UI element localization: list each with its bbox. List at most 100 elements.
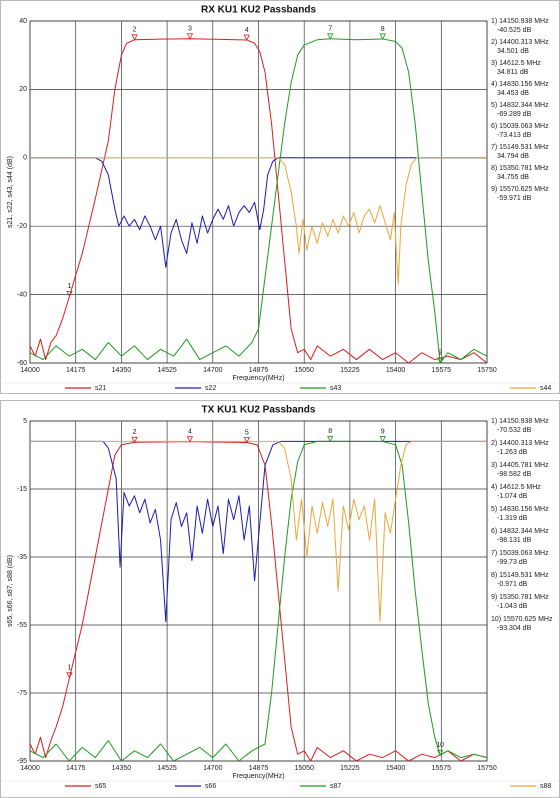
marker-value: -98.582 dB (497, 471, 532, 478)
marker-value: -1.319 dB (497, 515, 528, 522)
marker-id: 8 (381, 26, 385, 33)
marker-label: 9) 15350.781 MHz (491, 594, 549, 601)
chart-title: RX KU1 KU2 Passbands (201, 5, 316, 16)
legend-label: s22 (205, 385, 216, 392)
y-tick-label: 40 (19, 18, 27, 25)
x-axis-label: Frequency(MHz) (232, 773, 284, 780)
series-line (30, 441, 487, 761)
marker-point (66, 672, 73, 679)
x-tick-label: 14700 (203, 765, 223, 772)
y-axis-label: s21, s22, s43, s44 (dB) (7, 156, 14, 228)
marker-label: 2) 14400.313 MHz (491, 39, 549, 46)
marker-value: -93.304 dB (497, 625, 532, 632)
x-axis-label: Frequency(MHz) (232, 375, 284, 382)
x-tick-label: 14525 (157, 367, 177, 374)
legend-label: s43 (330, 385, 341, 392)
marker-label: 2) 14400.313 MHz (491, 440, 549, 447)
marker-point (327, 33, 334, 40)
marker-value: -1.074 dB (497, 493, 528, 500)
marker-value: 34.501 dB (497, 48, 529, 55)
x-tick-label: 14175 (66, 367, 86, 374)
x-tick-label: 15050 (294, 367, 314, 374)
y-tick-label: -40 (17, 291, 27, 298)
marker-point (131, 436, 138, 444)
x-tick-label: 14700 (203, 367, 223, 374)
marker-value: -70.532 dB (497, 427, 532, 434)
x-tick-label: 14000 (20, 765, 40, 772)
marker-point (379, 33, 386, 40)
x-tick-label: 14175 (66, 765, 86, 772)
legend-label: s44 (540, 385, 551, 392)
marker-value: -69.289 dB (497, 111, 532, 118)
marker-id: 1 (67, 665, 71, 672)
marker-label: 10) 15570.625 MHz (491, 616, 553, 623)
marker-id: 7 (328, 26, 332, 33)
marker-value: -1.263 dB (497, 449, 528, 456)
y-tick-label: -35 (17, 554, 27, 561)
x-tick-label: 15400 (386, 765, 406, 772)
marker-id: 9 (438, 350, 442, 357)
marker-point (437, 357, 444, 364)
marker-point (327, 435, 334, 443)
y-axis-label: s65, s66, s87, s88 (dB) (7, 555, 14, 627)
series-line (30, 440, 487, 761)
legend-label: s87 (330, 783, 341, 790)
y-tick-label: -15 (17, 486, 27, 493)
x-tick-label: 15400 (386, 367, 406, 374)
marker-id: 4 (245, 27, 249, 34)
x-tick-label: 14875 (249, 765, 269, 772)
series-line (30, 157, 487, 268)
marker-value: -1.043 dB (497, 603, 528, 610)
marker-label: 7) 15039.063 MHz (491, 550, 549, 557)
x-tick-label: 15225 (340, 765, 360, 772)
y-tick-label: -60 (17, 360, 27, 367)
y-tick-label: -75 (17, 690, 27, 697)
x-tick-label: 14350 (112, 765, 132, 772)
marker-id: 4 (188, 428, 192, 435)
y-tick-label: 0 (23, 155, 27, 162)
series-line (30, 157, 487, 285)
x-tick-label: 15225 (340, 367, 360, 374)
x-tick-label: 14525 (157, 765, 177, 772)
marker-value: -40.525 dB (497, 27, 532, 34)
marker-label: 8) 15350.781 MHz (491, 165, 549, 172)
marker-label: 9) 15570.625 MHz (491, 186, 549, 193)
marker-id: 8 (328, 428, 332, 435)
marker-value: 34.811 dB (497, 69, 529, 76)
marker-id: 10 (436, 742, 444, 749)
x-tick-label: 15575 (432, 765, 452, 772)
marker-label: 5) 14832.344 MHz (491, 102, 549, 109)
marker-label: 6) 15039.063 MHz (491, 123, 549, 130)
x-tick-label: 15750 (477, 765, 497, 772)
legend-label: s66 (205, 783, 216, 790)
marker-value: 34.453 dB (497, 90, 529, 97)
x-tick-label: 15050 (294, 765, 314, 772)
x-tick-label: 14875 (249, 367, 269, 374)
marker-id: 3 (188, 26, 192, 33)
x-tick-label: 14000 (20, 367, 40, 374)
y-tick-label: -55 (17, 622, 27, 629)
marker-label: 8) 15149.531 MHz (491, 572, 549, 579)
marker-point (186, 436, 194, 443)
marker-value: 34.755 dB (497, 174, 529, 181)
x-tick-label: 14350 (112, 367, 132, 374)
marker-point (379, 436, 386, 443)
y-tick-label: 20 (19, 86, 27, 93)
marker-label: 1) 14150.938 MHz (491, 418, 549, 425)
x-tick-label: 15750 (477, 367, 497, 374)
marker-label: 6) 14832.344 MHz (491, 528, 549, 535)
series-line (30, 440, 487, 623)
legend-label: s88 (540, 783, 551, 790)
series-line (30, 440, 487, 623)
y-tick-label: -95 (17, 758, 27, 765)
marker-label: 7) 15149.531 MHz (491, 144, 549, 151)
series-line (30, 38, 487, 363)
marker-point (243, 437, 250, 444)
marker-id: 5 (245, 429, 249, 436)
marker-label: 1) 14150.938 MHz (491, 18, 549, 25)
x-tick-label: 15575 (432, 367, 452, 374)
marker-point (437, 749, 444, 757)
marker-id: 2 (133, 27, 137, 34)
marker-point (186, 33, 194, 40)
